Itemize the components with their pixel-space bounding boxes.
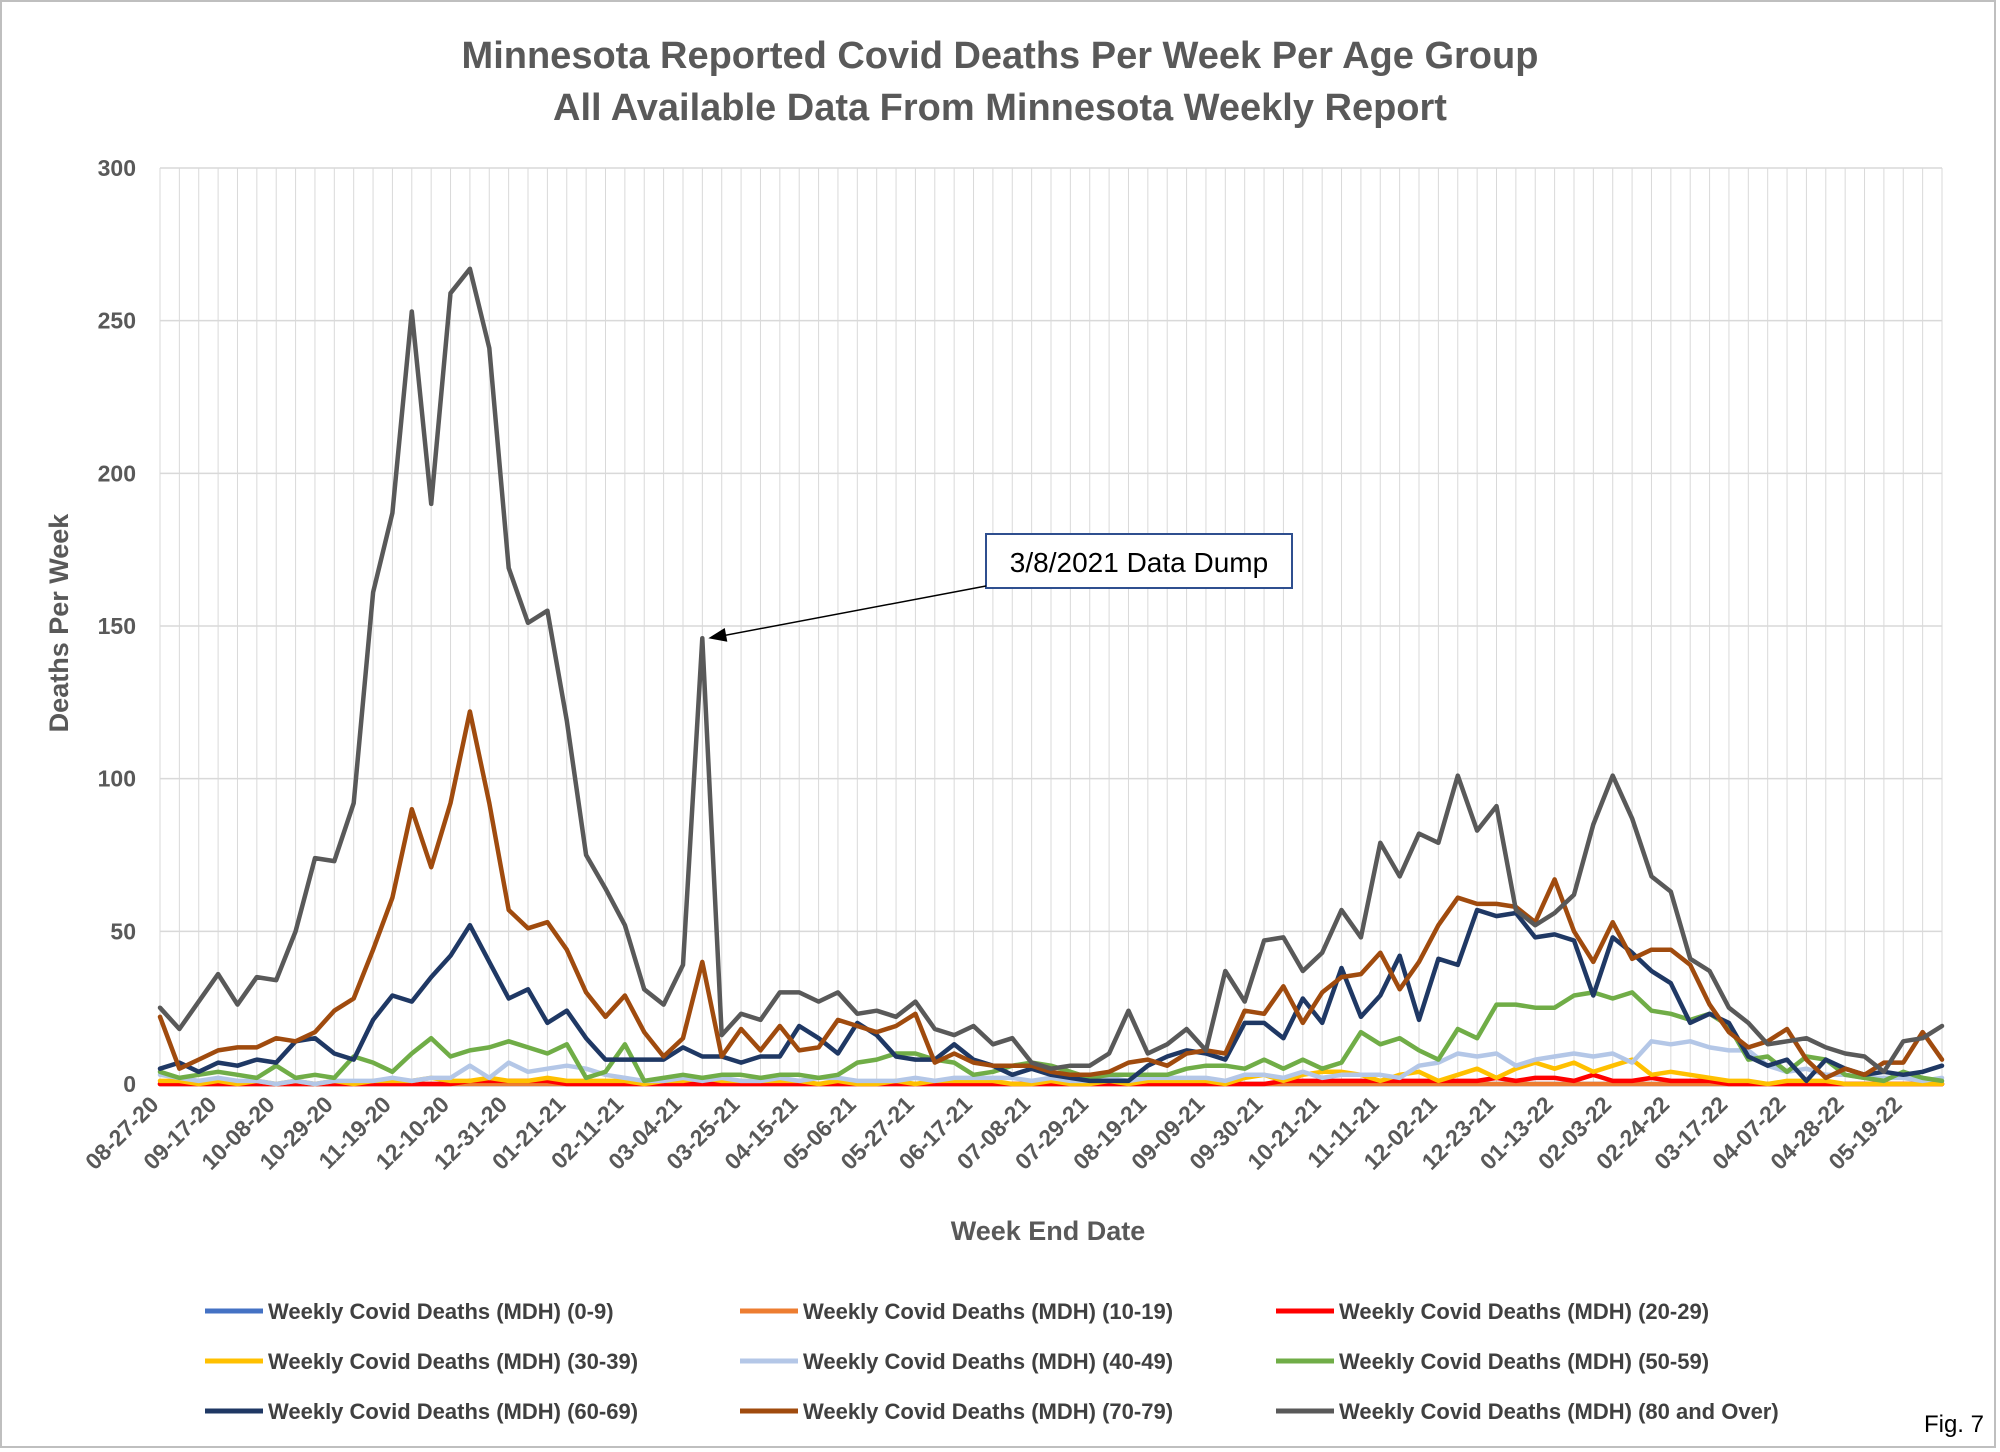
x-axis-ticks: 08-27-2009-17-2010-08-2010-29-2011-19-20… — [80, 1091, 1907, 1175]
annotation-arrow — [720, 585, 987, 637]
legend-label: Weekly Covid Deaths (MDH) (0-9) — [268, 1299, 614, 1324]
x-axis-label: Week End Date — [951, 1216, 1146, 1246]
legend-label: Weekly Covid Deaths (MDH) (10-19) — [803, 1299, 1173, 1324]
y-tick-label: 300 — [98, 155, 136, 181]
legend-label: Weekly Covid Deaths (MDH) (40-49) — [803, 1349, 1173, 1374]
legend-label: Weekly Covid Deaths (MDH) (30-39) — [268, 1349, 638, 1374]
y-axis-label: Deaths Per Week — [44, 513, 74, 733]
series-line-4 — [157, 1039, 1945, 1087]
y-axis-ticks: 0 50 100 150 200 250 300 — [98, 155, 136, 1097]
y-tick-label: 0 — [123, 1071, 136, 1097]
data-dump-annotation: 3/8/2021 Data Dump — [708, 533, 1293, 642]
series-line-6 — [157, 907, 1945, 1084]
series-line-7 — [157, 709, 1945, 1081]
series-line-5 — [157, 990, 1945, 1084]
y-tick-label: 50 — [110, 918, 136, 944]
legend-label: Weekly Covid Deaths (MDH) (80 and Over) — [1339, 1399, 1779, 1424]
series-lines — [157, 266, 1945, 1087]
chart-subtitle: All Available Data From Minnesota Weekly… — [553, 87, 1447, 129]
y-tick-label: 150 — [98, 613, 136, 639]
legend: Weekly Covid Deaths (MDH) (0-9) Weekly Co… — [205, 1299, 1779, 1424]
legend-label: Weekly Covid Deaths (MDH) (50-59) — [1339, 1349, 1709, 1374]
chart-title: Minnesota Reported Covid Deaths Per Week… — [462, 35, 1539, 77]
series-line-8 — [157, 266, 1945, 1075]
figure-label: Fig. 7 — [1924, 1411, 1984, 1438]
grid-lines — [159, 167, 1943, 1085]
annotation-arrowhead — [708, 628, 728, 642]
y-tick-label: 100 — [98, 766, 136, 792]
legend-label: Weekly Covid Deaths (MDH) (60-69) — [268, 1399, 638, 1424]
legend-label: Weekly Covid Deaths (MDH) (70-79) — [803, 1399, 1173, 1424]
annotation-text: 3/8/2021 Data Dump — [1010, 547, 1268, 578]
y-tick-label: 200 — [98, 460, 136, 486]
legend-label: Weekly Covid Deaths (MDH) (20-29) — [1339, 1299, 1709, 1324]
series-line-3 — [157, 1057, 1945, 1087]
annotation-box — [985, 533, 1293, 589]
y-tick-label: 250 — [98, 308, 136, 334]
